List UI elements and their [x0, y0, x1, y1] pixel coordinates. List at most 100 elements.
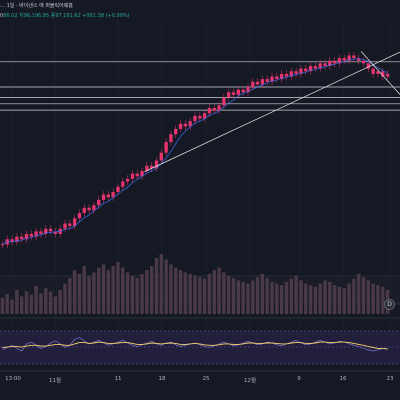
- candle-body: [202, 113, 207, 119]
- candle-body: [371, 68, 375, 74]
- volume-bar: [149, 266, 154, 314]
- candle-body: [24, 234, 29, 240]
- candle-body: [183, 123, 188, 127]
- volume-bar: [381, 286, 385, 314]
- candle-body: [357, 58, 361, 61]
- legend-ohlc-values: 66.02 저96,196.85 종97,161.62 +951.38 (+0.…: [3, 13, 130, 19]
- x-axis-label: 11월: [48, 378, 62, 384]
- candle-body: [270, 76, 274, 82]
- candle-body: [106, 194, 111, 198]
- x-axis-label: 16: [339, 376, 347, 382]
- volume-bar: [227, 275, 231, 314]
- candle-body: [125, 178, 130, 182]
- volume-bar: [63, 283, 67, 314]
- candle-body: [72, 218, 77, 227]
- volume-bar: [97, 267, 101, 314]
- volume-bar: [77, 274, 82, 314]
- candle-body: [260, 79, 265, 85]
- volume-bar: [328, 282, 332, 314]
- candle-body: [174, 129, 178, 135]
- candle-body: [68, 223, 72, 227]
- candle-body: [34, 231, 38, 237]
- volume-bar: [82, 266, 86, 314]
- candle-body: [255, 81, 260, 85]
- volume-bar: [279, 285, 284, 314]
- candle-body: [178, 123, 183, 129]
- candle-body: [154, 160, 159, 169]
- candle-body: [328, 60, 332, 66]
- volume-bar: [101, 264, 106, 314]
- rsi-band: [0, 331, 400, 364]
- volume-bar: [193, 275, 197, 314]
- candle-body: [279, 73, 284, 80]
- volume-bar: [361, 277, 366, 314]
- volume-bar: [251, 280, 255, 314]
- candle-body: [39, 231, 43, 234]
- volume-bar: [342, 288, 346, 314]
- indicator-badge[interactable]: D: [384, 299, 395, 310]
- volume-bar: [159, 254, 163, 314]
- candle-body: [313, 66, 318, 69]
- volume-bar: [130, 275, 135, 314]
- volume-bar: [154, 258, 159, 314]
- volume-bar: [241, 282, 245, 314]
- candle-body: [169, 134, 173, 143]
- x-axis-label: 25: [202, 376, 210, 382]
- volume-bar: [231, 278, 236, 314]
- volume-bar: [29, 294, 33, 314]
- volume-bar: [58, 290, 62, 314]
- candle-body: [29, 234, 33, 237]
- candle-body: [207, 108, 212, 114]
- volume-bar: [44, 288, 48, 314]
- volume-bar: [135, 278, 139, 314]
- volume-bar: [10, 299, 14, 314]
- candle-body: [308, 66, 313, 72]
- candle-body: [299, 68, 303, 74]
- candle-body: [198, 115, 202, 119]
- volume-bar: [347, 283, 351, 314]
- trendlines: [2, 51, 400, 245]
- volume-bar: [352, 278, 356, 314]
- candle-body: [101, 194, 106, 200]
- volume-bar: [337, 286, 342, 314]
- volume-bar: [304, 283, 308, 314]
- candle-body: [97, 199, 101, 206]
- x-axis-label: 23: [386, 376, 394, 382]
- candle-body: [212, 108, 216, 111]
- volume-bar: [318, 283, 322, 314]
- candle-body: [77, 213, 82, 219]
- volume-bar: [178, 270, 183, 314]
- volume-bar: [68, 278, 72, 314]
- candle-body: [130, 173, 135, 179]
- candle-body: [10, 239, 14, 242]
- volume-bar: [169, 264, 173, 314]
- volume-bar: [323, 280, 327, 314]
- x-axis-label: 9: [297, 376, 301, 382]
- volume-bar: [164, 259, 168, 314]
- volume-bar: [5, 294, 9, 314]
- volume-bar: [24, 291, 29, 314]
- volume-bar: [376, 285, 380, 314]
- candle-body: [318, 63, 322, 69]
- candle-body: [193, 115, 197, 122]
- volume-bar: [207, 274, 212, 314]
- volume-bar: [265, 278, 269, 314]
- volume-bar: [212, 270, 216, 314]
- volume-bar: [116, 262, 120, 314]
- candle-body: [347, 55, 351, 61]
- candle-body: [217, 105, 221, 111]
- volume-bar: [275, 283, 279, 314]
- volume-bar: [260, 274, 265, 314]
- candle-body: [121, 181, 125, 187]
- candle-body: [332, 60, 337, 64]
- volume-bar: [217, 267, 221, 314]
- x-axis-label: 12월: [243, 378, 257, 384]
- falling-trendline: [360, 51, 400, 95]
- candle-body: [385, 73, 390, 77]
- volume-bar: [111, 266, 115, 314]
- volume-bar: [255, 277, 260, 314]
- candle-body: [159, 152, 163, 161]
- volume-bar: [366, 280, 371, 314]
- volume-bar: [236, 280, 241, 314]
